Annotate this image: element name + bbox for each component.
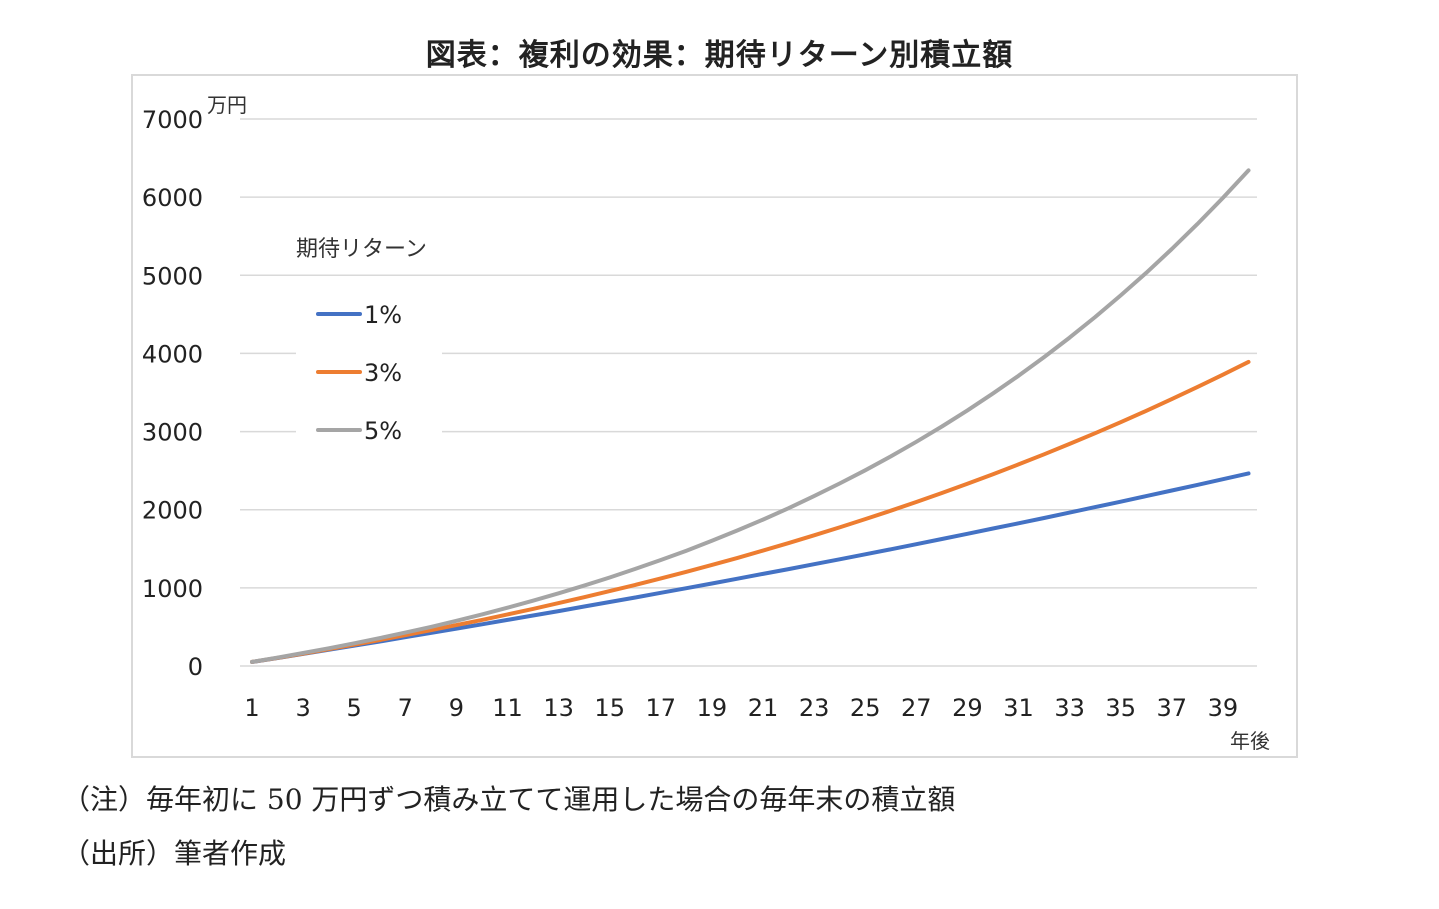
x-tick-label: 25 (850, 694, 881, 722)
x-tick-label: 27 (901, 694, 932, 722)
x-tick-label: 3 (295, 694, 310, 722)
y-tick-label: 5000 (142, 262, 203, 290)
source-text: （出所）筆者作成 (62, 837, 287, 870)
y-tick-label: 7000 (142, 106, 203, 134)
legend: 期待リターン 1% 3% 5% (296, 237, 442, 450)
series-line-3 (250, 168, 1251, 664)
x-tick-label: 1 (244, 694, 259, 722)
y-tick-label: 3000 (142, 419, 203, 447)
y-axis-unit: 万円 (207, 93, 247, 117)
legend-label: 3% (364, 359, 402, 387)
x-tick-label: 9 (449, 694, 464, 722)
y-tick-label: 6000 (142, 184, 203, 212)
note-text: （注）毎年初に 50 万円ずつ積み立てて運用した場合の毎年末の積立額 (62, 783, 956, 816)
x-axis-ticks: 1 3 5 7 9 11 13 15 17 19 21 23 25 27 29 31 33 35 37 39 (244, 694, 1238, 722)
x-tick-label: 5 (347, 694, 362, 722)
legend-title: 期待リターン (296, 237, 427, 262)
x-tick-label: 11 (492, 694, 523, 722)
x-tick-label: 17 (646, 694, 677, 722)
x-tick-label: 39 (1208, 694, 1239, 722)
x-tick-label: 21 (748, 694, 779, 722)
x-tick-label: 7 (398, 694, 413, 722)
x-tick-label: 33 (1054, 694, 1085, 722)
chart-title: 図表：複利の効果：期待リターン別積立額 (425, 38, 1014, 73)
legend-label: 5% (364, 417, 402, 445)
x-axis-unit: 年後 (1230, 729, 1270, 753)
x-tick-label: 13 (543, 694, 574, 722)
y-tick-label: 0 (188, 653, 203, 681)
series-lines (250, 168, 1251, 664)
x-tick-label: 31 (1003, 694, 1034, 722)
chart-frame (131, 74, 1298, 758)
legend-label: 1% (364, 301, 402, 329)
legend-background (296, 282, 442, 450)
y-tick-label: 2000 (142, 497, 203, 525)
y-tick-label: 1000 (142, 575, 203, 603)
x-tick-label: 15 (594, 694, 625, 722)
series-line-1 (250, 471, 1251, 664)
x-tick-label: 37 (1157, 694, 1188, 722)
x-tick-label: 29 (952, 694, 983, 722)
series-line-2 (250, 359, 1251, 664)
y-tick-label: 4000 (142, 340, 203, 368)
y-axis-ticks: 0 1000 2000 3000 4000 5000 6000 7000 (142, 106, 203, 681)
x-tick-label: 23 (799, 694, 830, 722)
x-tick-label: 19 (697, 694, 728, 722)
x-tick-label: 35 (1105, 694, 1136, 722)
